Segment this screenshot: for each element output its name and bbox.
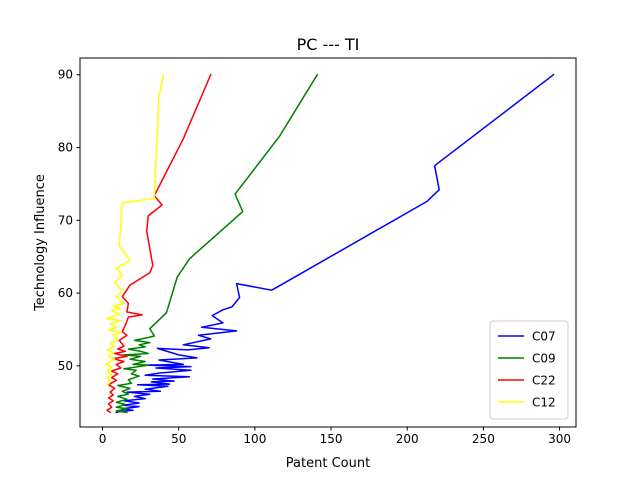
x-tick-label: 200	[396, 432, 419, 446]
y-axis-label: Technology Influence	[33, 174, 48, 312]
legend-label-c12: C12	[532, 396, 556, 410]
plot-area-frame	[79, 57, 577, 428]
series-line-c09	[115, 73, 319, 414]
x-tick-label: 150	[320, 432, 343, 446]
series-line-c22	[106, 73, 212, 414]
y-tick-label: 70	[58, 213, 73, 227]
y-tick-label: 60	[58, 286, 73, 300]
y-tick-label: 50	[58, 359, 73, 373]
series-line-c12	[104, 73, 165, 387]
legend-box	[489, 320, 569, 420]
legend: C07 C09 C22 C12	[489, 320, 569, 420]
chart-title: PC --- TI	[297, 35, 360, 54]
x-tick-label: 0	[99, 432, 107, 446]
x-tick-label: 100	[243, 432, 266, 446]
y-tick-label: 90	[58, 68, 73, 82]
legend-label-c22: C22	[532, 374, 556, 388]
x-axis: 0 50 100 150 200 250 300	[99, 427, 571, 446]
x-axis-label: Patent Count	[286, 456, 370, 471]
y-axis: 50 60 70 80 90	[58, 68, 80, 373]
x-tick-label: 50	[171, 432, 186, 446]
y-tick-label: 80	[58, 141, 73, 155]
x-tick-label: 250	[472, 432, 495, 446]
legend-label-c09: C09	[532, 352, 556, 366]
series-line-c07	[115, 73, 555, 414]
series-layer	[104, 73, 555, 414]
x-tick-label: 300	[548, 432, 571, 446]
legend-label-c07: C07	[532, 330, 556, 344]
